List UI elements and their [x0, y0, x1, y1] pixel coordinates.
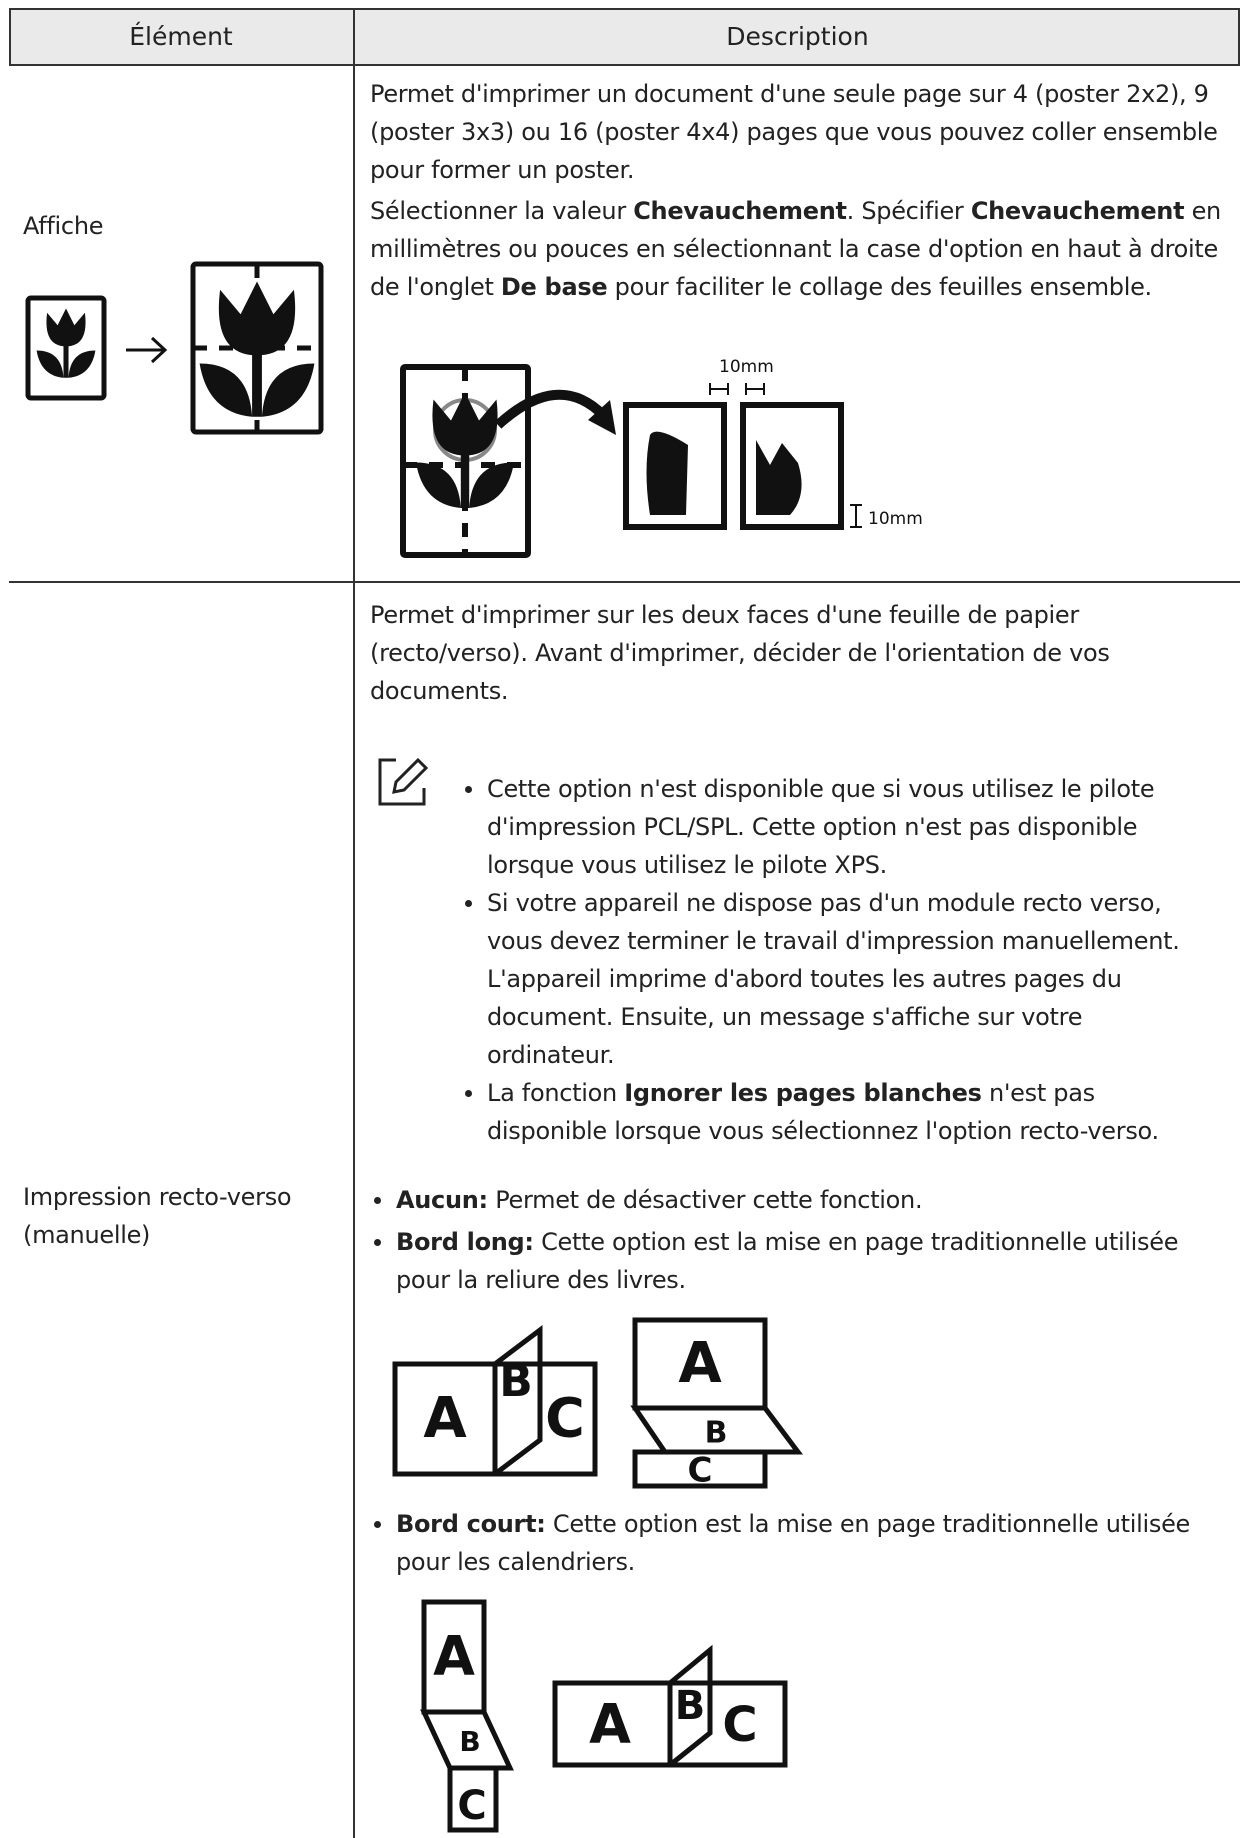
element-label: Affiche: [23, 212, 104, 240]
text-run: Chevauchement: [633, 197, 847, 225]
tulip: [199, 281, 315, 417]
note-item: Cette option n'est disponible que si vou…: [461, 770, 1191, 884]
figure-letter: A: [589, 1693, 631, 1756]
option-name: Bord court:: [396, 1510, 546, 1538]
dimension-label: 10mm: [719, 357, 774, 377]
rule: [9, 8, 11, 65]
rule: [353, 8, 355, 1838]
option-name: Aucun:: [396, 1186, 488, 1214]
figure-letter: C: [722, 1697, 757, 1753]
dimension-label: 10mm: [868, 509, 923, 529]
figure-letter: C: [457, 1783, 486, 1829]
poster-icon: [25, 261, 324, 435]
note-item: Si votre appareil ne dispose pas d'un mo…: [461, 884, 1191, 1074]
option-item: Aucun: Permet de désactiver cette foncti…: [370, 1181, 1230, 1219]
figure-letter: B: [499, 1356, 533, 1407]
text-run: Permet d'imprimer un document d'une seul…: [370, 80, 1218, 184]
figure-letter: A: [678, 1331, 722, 1396]
note-list: Cette option n'est disponible que si vou…: [461, 770, 1191, 1150]
text-run: Cette option n'est disponible que si vou…: [487, 775, 1155, 879]
option-item: Bord court: Cette option est la mise en …: [370, 1505, 1230, 1581]
option-text: Permet de désactiver cette fonction.: [487, 1186, 923, 1214]
text-run: Sélectionner la valeur: [370, 197, 634, 225]
rule: [9, 8, 1240, 10]
text-run: La fonction: [487, 1079, 625, 1107]
paragraph: Permet d'imprimer sur les deux faces d'u…: [370, 596, 1225, 710]
element-label: Impression recto-verso (manuelle): [23, 1183, 292, 1249]
tulip: [36, 308, 96, 378]
figure-letter: B: [705, 1416, 728, 1451]
option-text: Cette option est la mise en page traditi…: [396, 1228, 1179, 1294]
figure-letter: C: [688, 1451, 713, 1491]
note-icon: [378, 757, 429, 806]
rule: [1238, 8, 1240, 65]
text-run: en millimètres ou pouces en sélectionnan…: [370, 197, 1221, 301]
text-run: Si votre appareil ne dispose pas d'un mo…: [487, 889, 1180, 1069]
paragraph: Sélectionner la valeur Chevauchement. Sp…: [370, 192, 1225, 306]
option-item: Bord long: Cette option est la mise en p…: [370, 1223, 1230, 1299]
paragraph: Permet d'imprimer un document d'une seul…: [370, 75, 1225, 189]
rule: [9, 64, 1240, 66]
poster-overlap-figure: 10mm 10mm: [400, 357, 923, 558]
text-run: . Spécifier: [846, 197, 971, 225]
figure-letter: A: [423, 1386, 467, 1451]
option-name: Bord long:: [396, 1228, 534, 1256]
figure-letter: A: [433, 1625, 475, 1688]
text-run: pour faciliter le collage des feuilles e…: [607, 273, 1153, 301]
figure-letter: B: [459, 1725, 480, 1758]
note-item: La fonction Ignorer les pages blanches n…: [461, 1074, 1191, 1150]
text-run: Ignorer les pages blanches: [624, 1079, 982, 1107]
text-run: De base: [500, 273, 608, 301]
rule: [9, 581, 1240, 583]
text-run: Chevauchement: [970, 197, 1185, 225]
figure-letter: C: [545, 1387, 585, 1450]
option-list: Aucun: Permet de désactiver cette foncti…: [370, 1181, 1230, 1581]
header-cell: Description: [355, 9, 1240, 64]
header-cell: Élément: [9, 9, 353, 64]
figure-letter: B: [675, 1683, 706, 1729]
text-run: n'est pas disponible lorsque vous sélect…: [487, 1079, 1159, 1145]
tulip: [416, 392, 514, 508]
option-text: Cette option est la mise en page traditi…: [396, 1510, 1191, 1576]
text-run: Permet d'imprimer sur les deux faces d'u…: [370, 601, 1110, 705]
